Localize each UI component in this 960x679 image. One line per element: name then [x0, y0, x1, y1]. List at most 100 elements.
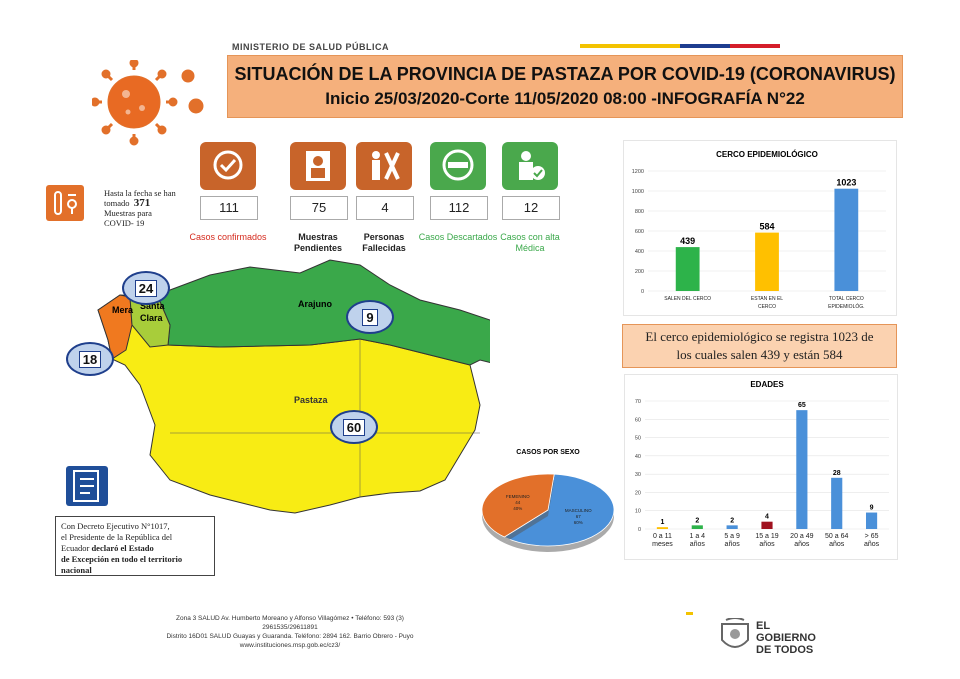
cerco-chart-panel: CERCO EPIDEMIOLÓGICO 0 200 400 600 800 1000 120…: [623, 140, 897, 316]
x-tick-label: 1 a 4: [689, 533, 705, 540]
data-label: 1023: [836, 178, 856, 188]
badge-santa-clara: 24: [122, 271, 170, 305]
title-banner: SITUACIÓN DE LA PROVINCIA DE PASTAZA POR…: [227, 55, 903, 118]
pie-slice: [481, 473, 555, 538]
x-tick-label: 15 a 19: [755, 533, 778, 540]
data-label: 439: [680, 236, 695, 246]
arajuno-region: [157, 259, 490, 366]
person-x-icon: [356, 142, 412, 190]
stat-value: 4: [356, 196, 414, 220]
decree-line5: nacional: [61, 565, 92, 575]
stat-label: Casos Descartados: [418, 232, 498, 242]
y-tick-label: 400: [635, 249, 644, 255]
chart-title: EDADES: [750, 380, 784, 389]
y-tick-label: 1000: [632, 189, 644, 195]
logo-line3: DE TODOS: [756, 644, 814, 656]
x-tick-label: > 65: [865, 533, 879, 540]
label-pastaza: Pastaza: [294, 395, 329, 405]
footer-line1: Zona 3 SALUD Av. Humberto Moreano y Alfo…: [176, 615, 404, 622]
logo-line1: EL: [756, 620, 771, 632]
pie-percent: 40%: [513, 506, 522, 511]
y-tick-label: 200: [635, 269, 644, 275]
stat-value: 111: [200, 196, 258, 220]
check-icon: [200, 142, 256, 190]
data-label: 584: [759, 222, 774, 232]
pie-percent: 60%: [574, 520, 583, 525]
stat-label: Personas Fallecidas: [362, 232, 406, 253]
label-mera: Mera: [112, 305, 134, 315]
badge-pastaza-value: 60: [342, 418, 366, 436]
data-label: 65: [798, 402, 806, 409]
tests-prefix: tomado: [104, 198, 130, 208]
x-tick-label: años: [794, 541, 810, 548]
decree-line3b: declaró el Estado: [91, 543, 154, 553]
y-tick-label: 1200: [632, 169, 644, 175]
stat-value: 112: [430, 196, 488, 220]
data-label: 2: [730, 517, 734, 524]
x-tick-label: años: [690, 541, 706, 548]
y-tick-label: 60: [635, 417, 641, 423]
x-tick-label: 20 a 49: [790, 533, 813, 540]
data-label: 1: [660, 519, 664, 526]
stat-label: Muestras Pendientes: [293, 232, 342, 253]
x-tick-label: SALEN DEL CERCO: [664, 296, 711, 302]
x-tick-label: CERCO: [758, 304, 776, 310]
y-tick-label: 30: [635, 472, 641, 478]
badge-mera: 18: [66, 342, 114, 376]
cerco-note-line2: los cuales salen 439 y están 584: [676, 347, 843, 362]
tests-line3: Muestras para: [104, 208, 152, 218]
data-label: 4: [765, 514, 769, 521]
chart-title: CERCO EPIDEMIOLÓGICO: [716, 150, 818, 159]
x-tick-label: años: [864, 541, 880, 548]
bar: [796, 410, 808, 529]
virus-icon: [92, 60, 204, 146]
footer-contact: Zona 3 SALUD Av. Humberto Moreano y Alfo…: [130, 614, 450, 650]
footer-line3: Distrito 16D01 SALUD Guayas y Guaranda. …: [166, 633, 414, 640]
title-line1: SITUACIÓN DE LA PROVINCIA DE PASTAZA POR…: [234, 64, 896, 84]
tests-summary: Hasta la fecha se han tomado 371 Muestra…: [104, 188, 176, 228]
mera-region: [97, 294, 133, 360]
cerco-note-line1: El cerco epidemiológico se registra 1023…: [645, 329, 874, 344]
decree-line3a: Ecuador: [61, 543, 90, 553]
x-tick-label: meses: [652, 541, 673, 548]
x-tick-label: 5 a 9: [724, 533, 740, 540]
ministry-name: MINISTERIO DE SALUD PÚBLICA: [232, 42, 390, 52]
label-clara: Clara: [140, 313, 164, 323]
y-tick-label: 0: [638, 527, 641, 533]
data-label: 9: [870, 505, 874, 512]
x-tick-label: ESTAN EN EL: [751, 296, 783, 302]
test-tube-icon: [46, 185, 84, 221]
person-check-icon: [502, 142, 558, 190]
pie-label: MASCULINO: [565, 508, 592, 513]
document-list-icon: [66, 466, 108, 506]
chart-title: CASOS POR SEXO: [516, 449, 580, 456]
tests-line2: tomado 371: [104, 198, 176, 209]
decree-line4: de Excepción en todo el territorio: [61, 554, 183, 564]
badge-arajuno: 9: [346, 300, 394, 334]
bar: [831, 477, 843, 529]
tests-line1: Hasta la fecha se han: [104, 188, 176, 198]
x-tick-label: años: [725, 541, 741, 548]
stat-value: 12: [502, 196, 560, 220]
decree-line3: Ecuador declaró el Estado: [61, 543, 209, 554]
pie-slice: [503, 473, 615, 547]
bar: [755, 232, 779, 291]
stat-label: Casos con alta Médica: [500, 232, 560, 253]
bar: [865, 512, 878, 529]
y-tick-label: 0: [641, 289, 644, 295]
bar: [691, 525, 703, 529]
label-arajuno: Arajuno: [298, 299, 333, 309]
bar: [761, 521, 773, 529]
x-tick-label: EPIDEMIOLÓG.: [828, 303, 864, 310]
y-tick-label: 40: [635, 454, 641, 460]
stat-label: Casos confirmados: [189, 232, 267, 242]
decor-dash: [686, 612, 693, 615]
stat-value: 75: [290, 196, 348, 220]
badge-pastaza: 60: [330, 410, 378, 444]
pie-count: 44: [515, 500, 521, 505]
title-line2: Inicio 25/03/2020-Corte 11/05/2020 08:00…: [325, 89, 805, 108]
province-map: Arajuno Pastaza Mera Santa Clara: [97, 259, 490, 514]
bar: [726, 525, 738, 529]
